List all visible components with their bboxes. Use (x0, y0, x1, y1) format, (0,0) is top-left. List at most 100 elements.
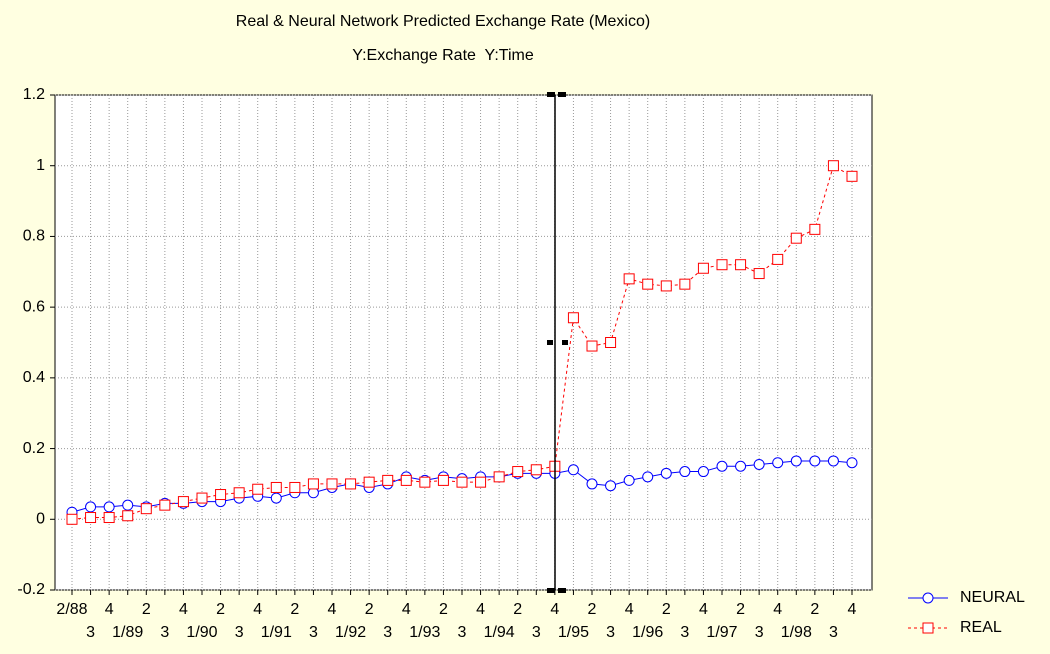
x-tick-label: 3 (755, 624, 764, 641)
marker (790, 455, 802, 467)
x-tick-label: 4 (773, 601, 782, 618)
x-tick-label: 2 (662, 601, 671, 618)
y-tick-label: 1.2 (23, 86, 45, 103)
x-tick-label: 4 (625, 601, 634, 618)
marker (660, 280, 672, 292)
marker (642, 471, 654, 483)
x-tick-label: 4 (328, 601, 337, 618)
x-tick-label: 2 (588, 601, 597, 618)
marker (363, 476, 375, 488)
marker (215, 489, 227, 501)
marker (753, 458, 765, 470)
marker (660, 467, 672, 479)
x-tick-label: 3 (829, 624, 838, 641)
x-tick-label: 1/93 (409, 624, 440, 641)
marker (735, 460, 747, 472)
marker (586, 478, 598, 490)
x-tick-label: 4 (550, 601, 559, 618)
marker (196, 492, 208, 504)
marker (159, 499, 171, 511)
marker (809, 455, 821, 467)
marker (623, 474, 635, 486)
marker (772, 457, 784, 469)
x-tick-label: 1/98 (781, 624, 812, 641)
x-tick-label: 4 (476, 601, 485, 618)
x-tick-label: 1/91 (261, 624, 292, 641)
x-tick-label: 4 (179, 601, 188, 618)
marker (679, 466, 691, 478)
x-tick-label: 1/97 (706, 624, 737, 641)
x-tick-label: 4 (848, 601, 857, 618)
x-tick-label: 2 (513, 601, 522, 618)
marker (697, 466, 709, 478)
x-tick-label: 3 (383, 624, 392, 641)
grid (55, 94, 872, 591)
x-tick-label: 2 (290, 601, 299, 618)
marker (827, 160, 839, 172)
x-tick-label: 1/90 (186, 624, 217, 641)
marker (382, 474, 394, 486)
plot-area (54, 94, 873, 591)
x-tick-label: 2 (439, 601, 448, 618)
marker (270, 481, 282, 493)
x-tick-label: 3 (160, 624, 169, 641)
x-tick-label: 2 (365, 601, 374, 618)
x-tick-label: 1/92 (335, 624, 366, 641)
x-tick-label: 4 (699, 601, 708, 618)
y-tick-label: 0.2 (23, 440, 45, 457)
marker (437, 474, 449, 486)
marker (586, 340, 598, 352)
x-tick-label: 2 (810, 601, 819, 618)
marker (493, 471, 505, 483)
legend-marker (922, 622, 934, 634)
marker (605, 337, 617, 348)
marker (122, 499, 134, 511)
marker (400, 474, 412, 486)
marker (716, 460, 728, 472)
x-tick-label: 1/96 (632, 624, 663, 641)
marker (753, 268, 765, 280)
marker (475, 476, 487, 488)
marker (252, 483, 264, 495)
marker (85, 512, 97, 524)
x-tick-label: 2 (142, 601, 151, 618)
x-tick-label: 1/94 (484, 624, 515, 641)
marker (697, 262, 709, 274)
y-tick-label: -0.2 (17, 581, 45, 598)
marker (679, 278, 691, 290)
legend-label: REAL (960, 619, 1002, 636)
marker (846, 457, 858, 469)
x-tick-label: 1/89 (112, 624, 143, 641)
marker (85, 501, 97, 513)
x-tick-label: 4 (105, 601, 114, 618)
marker (103, 501, 115, 513)
x-tick-label: 4 (402, 601, 411, 618)
x-tick-label: 3 (458, 624, 467, 641)
marker (623, 273, 635, 285)
marker (345, 478, 357, 490)
y-tick-label: 1 (36, 157, 45, 174)
marker (140, 503, 152, 515)
x-tick-label: 3 (86, 624, 95, 641)
marker (846, 170, 858, 182)
marker (103, 512, 115, 524)
x-tick-label: 3 (309, 624, 318, 641)
marker (326, 478, 338, 490)
x-tick-label: 3 (532, 624, 541, 641)
marker (177, 496, 189, 508)
marker (605, 480, 617, 492)
marker (567, 312, 579, 324)
marker (642, 278, 654, 290)
x-tick-label: 2/88 (56, 601, 87, 618)
marker (772, 253, 784, 265)
marker (790, 232, 802, 244)
marker (827, 455, 839, 467)
legend-label: NEURAL (960, 589, 1025, 606)
marker (456, 476, 468, 488)
marker (307, 478, 319, 490)
marker (289, 481, 301, 493)
marker (512, 466, 524, 478)
marker (530, 464, 542, 476)
chart-subtitle: Y:Exchange Rate Y:Time (352, 47, 534, 64)
